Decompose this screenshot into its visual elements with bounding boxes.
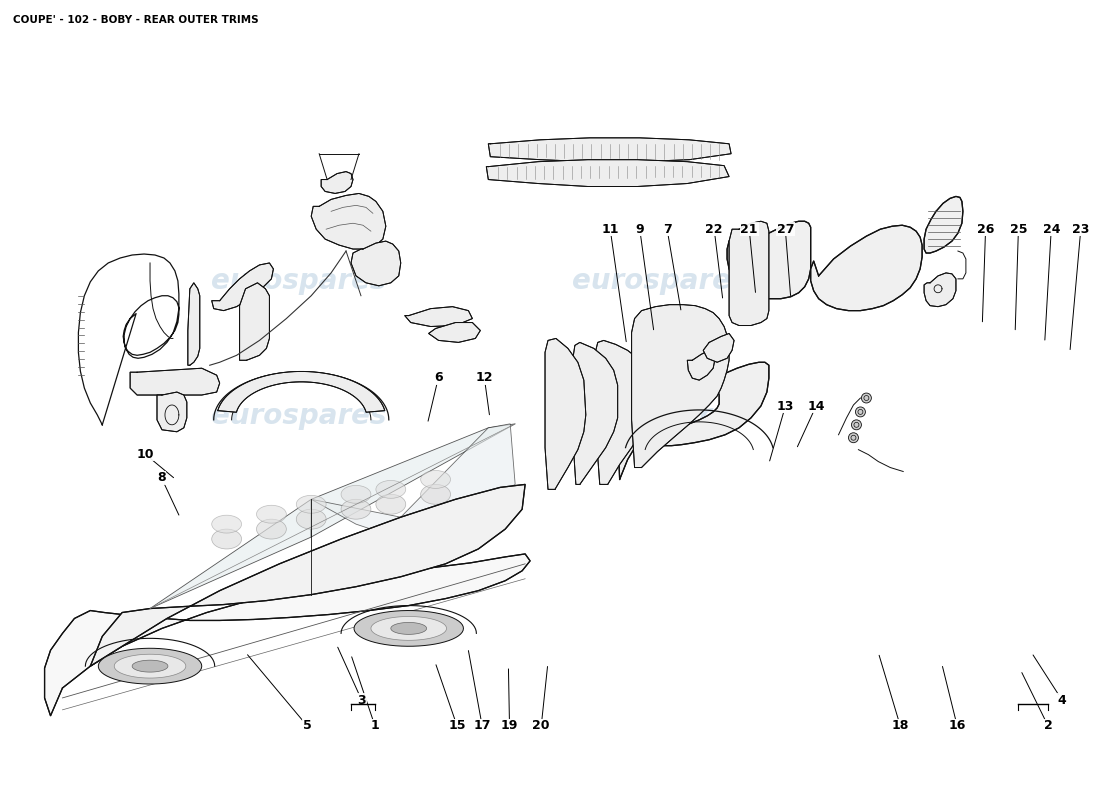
Polygon shape	[631, 305, 729, 467]
Text: 23: 23	[1072, 222, 1089, 236]
Polygon shape	[132, 660, 168, 672]
Text: 3: 3	[358, 694, 366, 707]
Text: 15: 15	[448, 719, 465, 732]
Polygon shape	[390, 622, 427, 634]
Polygon shape	[211, 263, 274, 310]
Text: 13: 13	[777, 400, 794, 413]
Polygon shape	[188, 283, 200, 366]
Polygon shape	[924, 197, 962, 253]
Polygon shape	[727, 222, 811, 298]
Ellipse shape	[341, 486, 371, 503]
Polygon shape	[429, 322, 481, 342]
Polygon shape	[596, 341, 648, 485]
Text: COUPE' - 102 - BOBY - REAR OUTER TRIMS: COUPE' - 102 - BOBY - REAR OUTER TRIMS	[13, 14, 258, 25]
Ellipse shape	[256, 506, 286, 523]
Text: 9: 9	[636, 222, 645, 236]
Text: 4: 4	[1058, 694, 1067, 707]
Circle shape	[851, 420, 861, 430]
Circle shape	[856, 407, 866, 417]
Ellipse shape	[256, 519, 286, 539]
Text: 21: 21	[740, 222, 758, 236]
Polygon shape	[150, 499, 311, 609]
Text: 18: 18	[891, 719, 909, 732]
Polygon shape	[351, 241, 400, 286]
Text: 16: 16	[948, 719, 966, 732]
Text: 12: 12	[475, 371, 493, 384]
Polygon shape	[573, 342, 618, 485]
Ellipse shape	[211, 515, 242, 533]
Polygon shape	[688, 348, 715, 380]
Text: 5: 5	[302, 719, 311, 732]
Text: 17: 17	[473, 719, 491, 732]
Text: 24: 24	[1043, 222, 1060, 236]
Text: 22: 22	[705, 222, 723, 236]
Text: 10: 10	[136, 447, 154, 461]
Polygon shape	[311, 194, 386, 249]
Text: 25: 25	[1010, 222, 1027, 236]
Polygon shape	[114, 654, 186, 678]
Polygon shape	[98, 648, 201, 684]
Ellipse shape	[420, 470, 451, 488]
Polygon shape	[311, 424, 515, 537]
Polygon shape	[311, 424, 515, 539]
Polygon shape	[240, 283, 270, 360]
Polygon shape	[405, 306, 472, 326]
Polygon shape	[45, 554, 530, 716]
Text: 26: 26	[977, 222, 994, 236]
Ellipse shape	[211, 529, 242, 549]
Polygon shape	[924, 273, 956, 306]
Polygon shape	[354, 610, 463, 646]
Text: eurospares: eurospares	[210, 402, 386, 430]
Circle shape	[861, 393, 871, 403]
Text: 14: 14	[807, 400, 825, 413]
Ellipse shape	[296, 510, 326, 529]
Polygon shape	[130, 368, 220, 395]
Polygon shape	[544, 338, 586, 490]
Polygon shape	[371, 617, 447, 640]
Polygon shape	[486, 160, 729, 186]
Ellipse shape	[376, 481, 406, 498]
Polygon shape	[703, 334, 734, 362]
Text: eurospares: eurospares	[210, 267, 386, 295]
Text: 11: 11	[602, 222, 619, 236]
Text: eurospares: eurospares	[572, 267, 747, 295]
Polygon shape	[729, 222, 769, 326]
Text: 8: 8	[157, 471, 166, 484]
Text: 27: 27	[777, 222, 794, 236]
Polygon shape	[218, 371, 385, 412]
Polygon shape	[90, 485, 525, 666]
Polygon shape	[488, 138, 732, 162]
Polygon shape	[811, 226, 922, 310]
Text: 1: 1	[371, 719, 380, 732]
Text: 20: 20	[532, 719, 550, 732]
Ellipse shape	[296, 495, 326, 514]
Ellipse shape	[341, 499, 371, 519]
Ellipse shape	[376, 494, 406, 514]
Ellipse shape	[420, 485, 451, 504]
Text: eurospares: eurospares	[572, 402, 747, 430]
Circle shape	[848, 433, 858, 442]
Polygon shape	[618, 362, 769, 479]
Text: 19: 19	[500, 719, 518, 732]
Polygon shape	[157, 392, 187, 432]
Text: 7: 7	[662, 222, 671, 236]
Text: 6: 6	[434, 371, 442, 384]
Polygon shape	[321, 171, 353, 194]
Text: 2: 2	[1044, 719, 1053, 732]
